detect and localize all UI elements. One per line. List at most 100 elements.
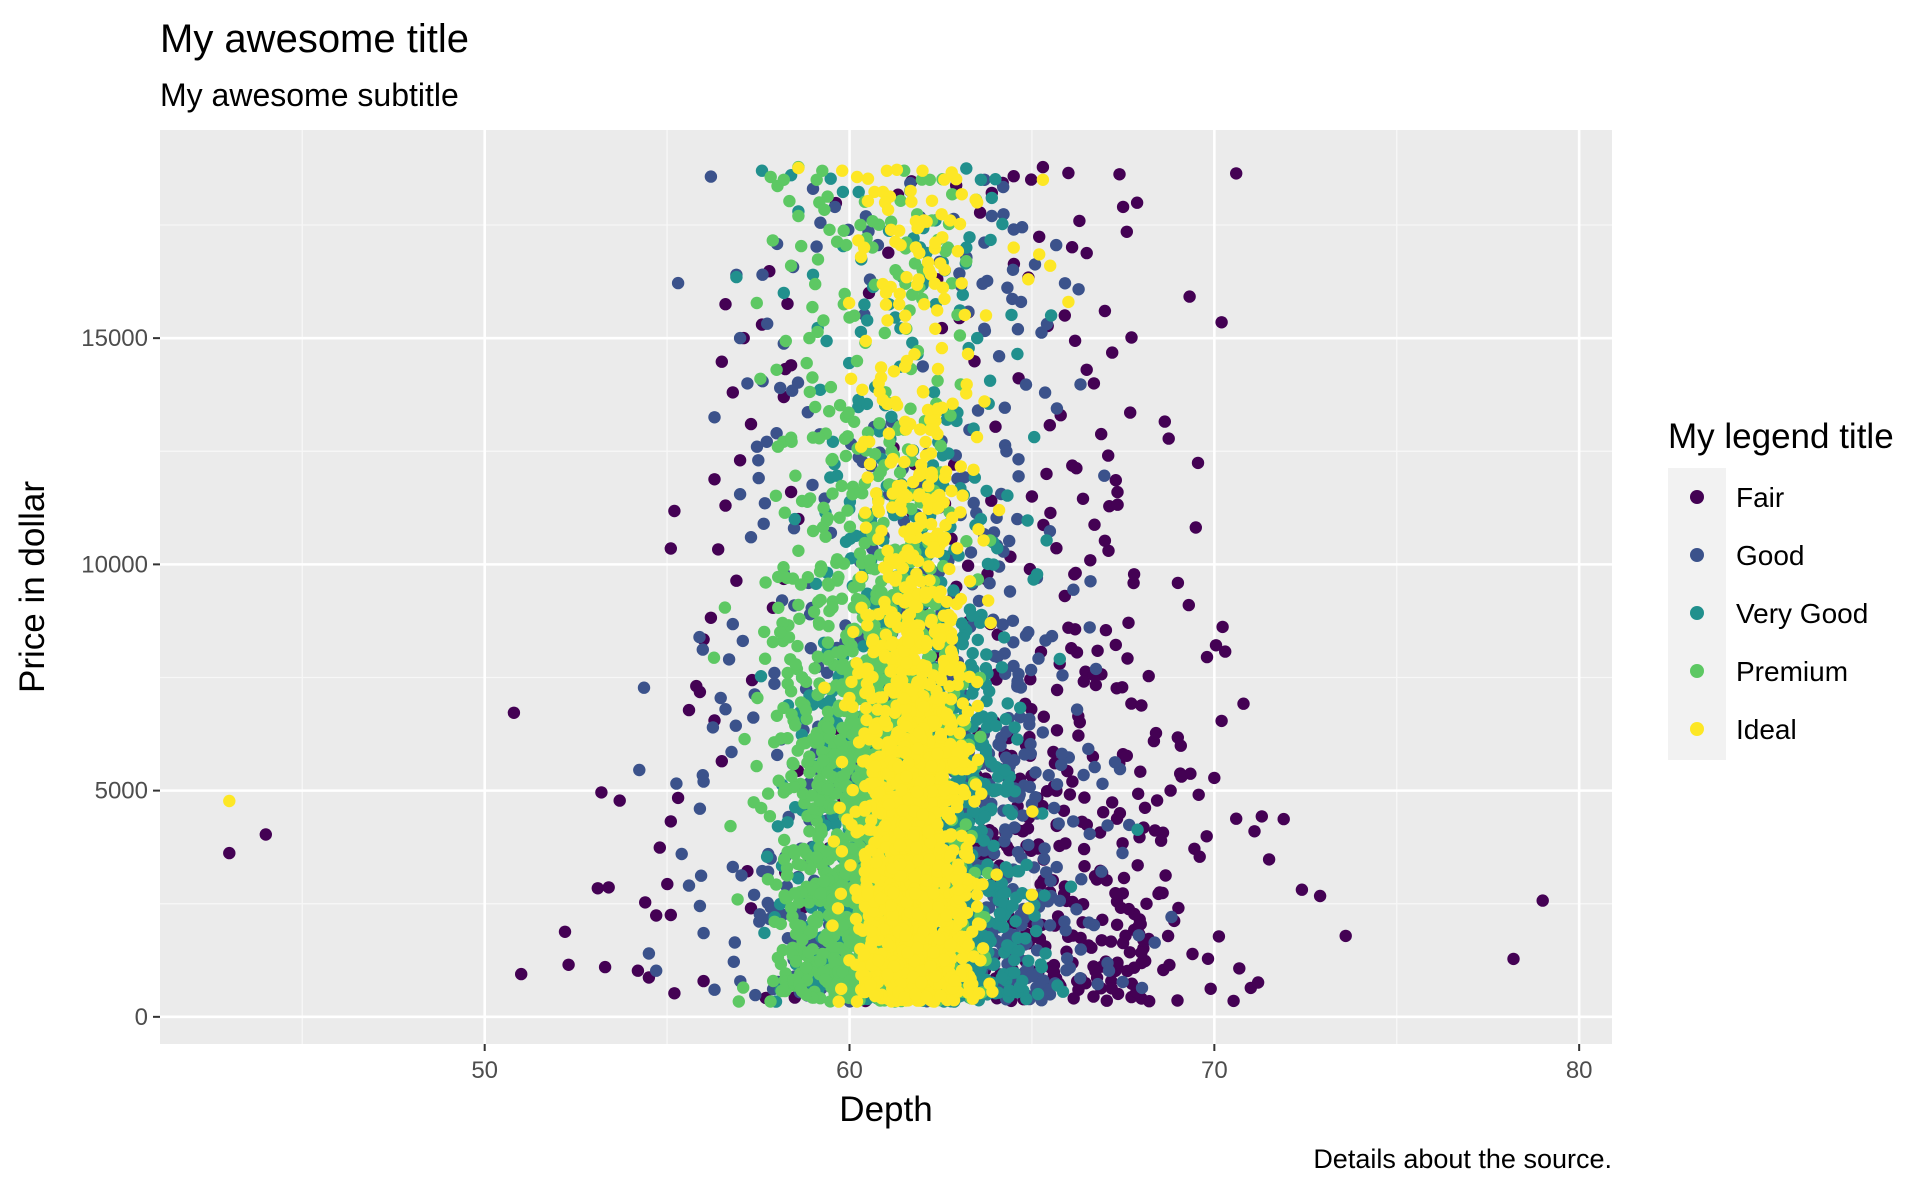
data-point: [1109, 638, 1123, 652]
data-point: [1111, 485, 1124, 499]
data-point: [1025, 490, 1039, 503]
data-point: [1083, 827, 1096, 841]
data-point: [813, 618, 826, 631]
data-point: [984, 616, 997, 630]
data-point: [1070, 903, 1083, 916]
data-point: [796, 933, 809, 947]
data-point: [1037, 710, 1051, 723]
data-point: [813, 841, 826, 854]
data-point: [811, 732, 824, 746]
data-point: [792, 544, 805, 557]
data-point: [966, 647, 979, 660]
data-point: [1095, 934, 1108, 947]
data-point: [1191, 456, 1205, 470]
data-point: [726, 860, 739, 874]
data-point: [1154, 834, 1168, 847]
data-point: [839, 449, 853, 463]
data-point: [1028, 258, 1042, 271]
data-point: [953, 329, 967, 342]
data-point: [1006, 263, 1020, 276]
data-point: [995, 971, 1008, 984]
data-point: [774, 626, 787, 639]
data-point: [841, 504, 854, 517]
data-point: [970, 713, 984, 726]
data-point: [722, 653, 736, 666]
data-point: [1016, 974, 1029, 988]
data-point: [842, 406, 855, 419]
data-point: [1009, 915, 1022, 928]
data-point: [963, 231, 976, 244]
data-point: [1116, 681, 1129, 694]
data-point: [1124, 406, 1137, 419]
data-point: [1001, 281, 1014, 294]
data-point: [661, 877, 674, 891]
data-point: [1127, 568, 1141, 581]
data-point: [795, 494, 809, 508]
data-point: [1132, 787, 1145, 800]
data-point: [814, 560, 828, 573]
data-point: [812, 831, 825, 844]
data-point: [653, 841, 666, 854]
data-point: [789, 955, 803, 968]
data-point: [758, 625, 771, 639]
data-point: [613, 794, 626, 807]
data-point: [946, 188, 959, 201]
data-point: [664, 908, 677, 922]
data-point: [941, 241, 955, 254]
data-point: [923, 173, 936, 186]
data-point: [959, 818, 972, 831]
data-point: [1216, 620, 1229, 634]
data-point: [697, 926, 710, 940]
data-point: [1123, 946, 1137, 959]
data-point: [971, 404, 985, 417]
data-point: [1039, 947, 1052, 960]
data-point: [1011, 733, 1024, 746]
data-point: [1131, 823, 1144, 836]
data-point: [880, 164, 894, 177]
data-point: [1062, 621, 1075, 634]
data-point: [792, 598, 805, 612]
data-point: [1061, 952, 1074, 965]
data-point: [955, 617, 968, 630]
data-point: [738, 732, 751, 746]
data-point: [1031, 987, 1045, 1001]
data-point: [878, 326, 891, 340]
data-point: [1251, 976, 1265, 989]
data-point: [1008, 966, 1021, 979]
data-point: [1038, 386, 1052, 399]
data-point: [1008, 754, 1021, 767]
data-point: [843, 520, 857, 533]
data-point: [1011, 512, 1024, 526]
data-point: [904, 402, 917, 415]
data-point: [1104, 935, 1118, 948]
data-point: [809, 400, 822, 414]
data-point: [1158, 415, 1172, 428]
data-point: [934, 439, 947, 453]
data-point: [1012, 865, 1026, 878]
data-point: [771, 440, 785, 453]
data-point: [784, 359, 798, 372]
data-point: [981, 557, 995, 571]
data-point: [800, 356, 813, 370]
data-point: [963, 603, 977, 616]
data-point: [1134, 765, 1147, 778]
data-point: [598, 960, 612, 974]
data-point: [771, 748, 784, 762]
data-point: [1109, 474, 1123, 487]
data-point: [1075, 873, 1088, 886]
chart-subtitle: My awesome subtitle: [160, 77, 459, 113]
data-point: [993, 907, 1007, 920]
data-point: [750, 440, 764, 453]
data-point: [1000, 445, 1013, 458]
data-point: [804, 642, 817, 655]
data-point: [1012, 944, 1025, 957]
data-point: [1007, 659, 1020, 673]
data-point: [985, 494, 998, 507]
data-point: [838, 432, 852, 445]
data-point: [997, 888, 1010, 901]
data-point: [772, 601, 785, 614]
data-point: [860, 713, 873, 727]
data-point: [964, 546, 978, 559]
data-point: [602, 881, 615, 894]
data-point: [1021, 822, 1035, 835]
